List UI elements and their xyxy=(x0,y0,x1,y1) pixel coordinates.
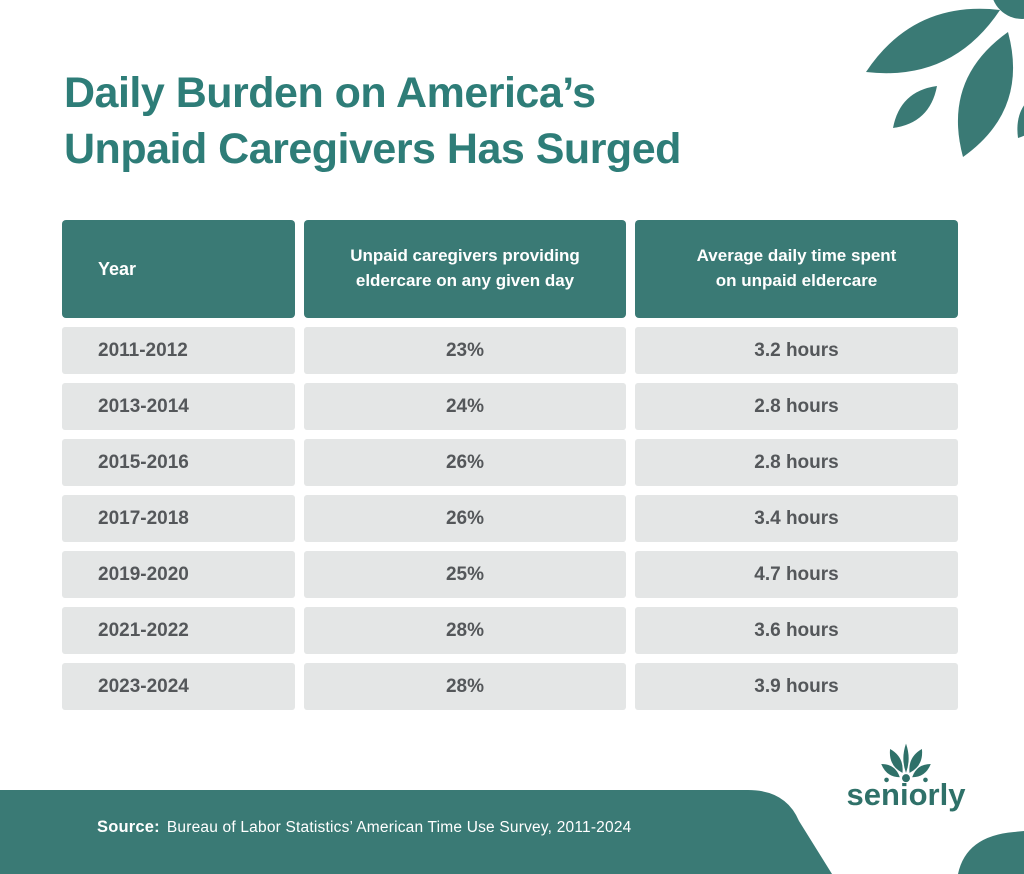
cell-caregivers-pct: 26% xyxy=(304,439,626,486)
cell-avg-time: 2.8 hours xyxy=(635,383,958,430)
cell-avg-time: 3.2 hours xyxy=(635,327,958,374)
page-title-line-1: Daily Burden on America’s xyxy=(64,69,596,117)
leaf-cluster-icon xyxy=(866,0,1024,157)
cell-avg-time: 2.8 hours xyxy=(635,439,958,486)
column-header-year: Year xyxy=(62,220,295,318)
column-header-line: on unpaid eldercare xyxy=(715,271,878,290)
page-title-line-2: Unpaid Caregivers Has Surged xyxy=(64,124,681,173)
footer-band xyxy=(0,790,1024,874)
cell-year: 2013-2014 xyxy=(62,383,295,430)
eldercare-table: Year Unpaid caregivers providing eldercare… xyxy=(62,220,960,710)
source-label: Source: xyxy=(97,818,160,836)
footer-corner-shape xyxy=(958,831,1024,874)
cell-avg-time: 3.4 hours xyxy=(635,495,958,542)
footer-band-shape xyxy=(0,790,832,874)
cell-year: 2011-2012 xyxy=(62,327,295,374)
cell-year: 2023-2024 xyxy=(62,663,295,710)
leaf-decoration xyxy=(866,0,1024,157)
cell-year: 2019-2020 xyxy=(62,551,295,598)
cell-caregivers-pct: 23% xyxy=(304,327,626,374)
source-text: Bureau of Labor Statistics’ American Tim… xyxy=(166,819,632,836)
column-header-avg-time: Average daily time spent on unpaid elderc… xyxy=(635,220,958,318)
cell-avg-time: 4.7 hours xyxy=(635,551,958,598)
cell-year: 2017-2018 xyxy=(62,495,295,542)
source-line: Source: Bureau of Labor Statistics’ Ameri… xyxy=(97,818,631,837)
column-header-line: eldercare on any given day xyxy=(355,271,575,290)
column-header-line: Year xyxy=(98,258,137,279)
column-header-line: Average daily time spent xyxy=(696,246,897,266)
cell-year: 2015-2016 xyxy=(62,439,295,486)
cell-caregivers-pct: 28% xyxy=(304,663,626,710)
column-header-line: Unpaid caregivers providing xyxy=(350,246,580,266)
cell-caregivers-pct: 26% xyxy=(304,495,626,542)
cell-year: 2021-2022 xyxy=(62,607,295,654)
cell-caregivers-pct: 24% xyxy=(304,383,626,430)
page-title: Daily Burden on America’s Unpaid Caregiv… xyxy=(64,66,681,178)
cell-caregivers-pct: 28% xyxy=(304,607,626,654)
cell-avg-time: 3.9 hours xyxy=(635,663,958,710)
cell-caregivers-pct: 25% xyxy=(304,551,626,598)
column-header-caregivers-pct: Unpaid caregivers providing eldercare on … xyxy=(304,220,626,318)
cell-avg-time: 3.6 hours xyxy=(635,607,958,654)
lotus-flower-icon xyxy=(881,743,931,783)
seniorly-logo: seniorly xyxy=(838,741,974,810)
seniorly-wordmark: seniorly xyxy=(846,777,966,812)
